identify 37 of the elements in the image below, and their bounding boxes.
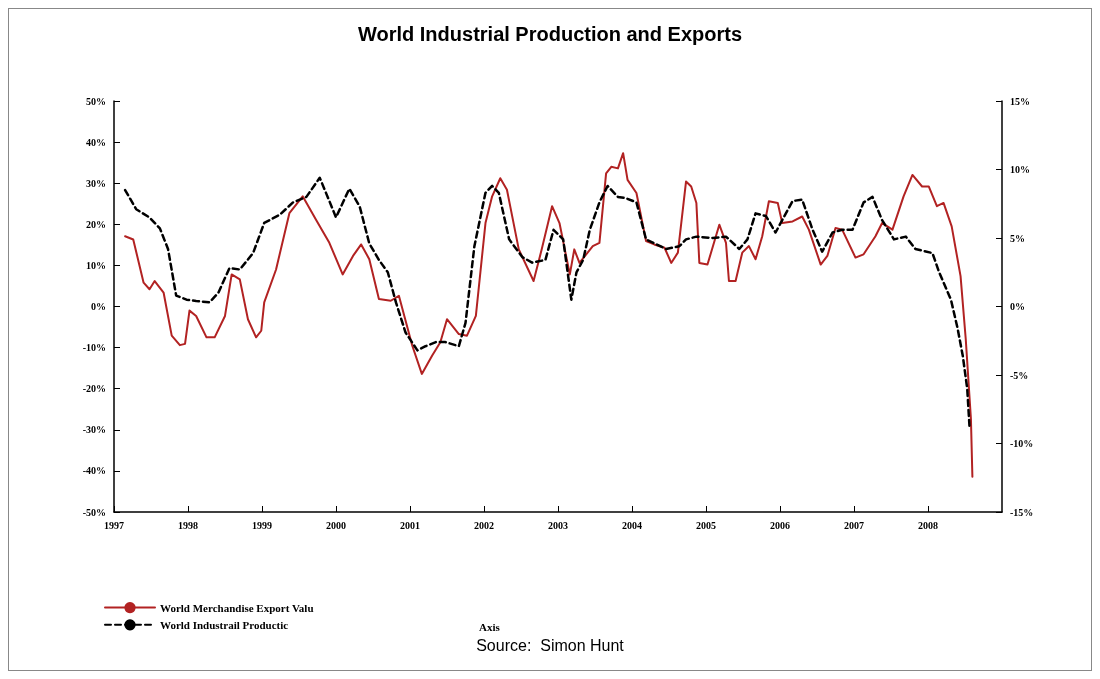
x-tick-label: 1998: [178, 519, 198, 531]
y-tick-label: 30%: [86, 177, 106, 189]
x-tick-label: 2006: [770, 519, 790, 531]
x-tick-label: 2003: [548, 519, 568, 531]
y-tick-label: 40%: [86, 136, 106, 148]
text: Axis: [479, 620, 501, 633]
y-tick-label: -30%: [82, 424, 106, 436]
y-tick-label: 50%: [86, 95, 106, 107]
y2-tick-label: 0%: [1010, 301, 1025, 312]
x-tick-label: 2002: [474, 519, 494, 531]
y2-tick-label: -15%: [1010, 506, 1034, 518]
legend-label: World Industrail Productic: [160, 618, 289, 631]
x-tick-label: 2005: [696, 519, 716, 531]
x-tick-label: 2008: [918, 519, 938, 531]
x-tick-label: 2000: [326, 519, 346, 531]
y-tick-label: 20%: [86, 218, 106, 230]
y2-tick-label: -10%: [1010, 438, 1034, 449]
legend-label: World Merchandise Export Valu: [160, 601, 314, 614]
line-series: [123, 176, 971, 427]
x-tick-label: 2001: [400, 519, 420, 531]
y-tick-label: -40%: [82, 465, 106, 477]
source-note: Source: Simon Hunt: [476, 636, 625, 654]
y2-tick-label: 15%: [1010, 95, 1030, 107]
y-tick-label: -50%: [82, 506, 106, 518]
y2-tick-label: 5%: [1010, 232, 1025, 244]
x-tick-label: 2007: [844, 519, 864, 531]
y-tick-label: -20%: [82, 383, 106, 395]
y2-tick-label: -5%: [1010, 369, 1029, 381]
x-tick-label: 1999: [252, 519, 272, 531]
x-tick-label: 2004: [622, 519, 642, 531]
y-tick-label: 0%: [91, 301, 106, 312]
x-tick-label: 1997: [104, 519, 124, 531]
y-tick-label: -10%: [82, 342, 106, 354]
y-tick-label: 10%: [86, 259, 106, 271]
y2-tick-label: 10%: [1010, 164, 1030, 175]
chart-title: World Industrial Production and Exports: [357, 23, 743, 45]
line-series: [124, 152, 974, 478]
